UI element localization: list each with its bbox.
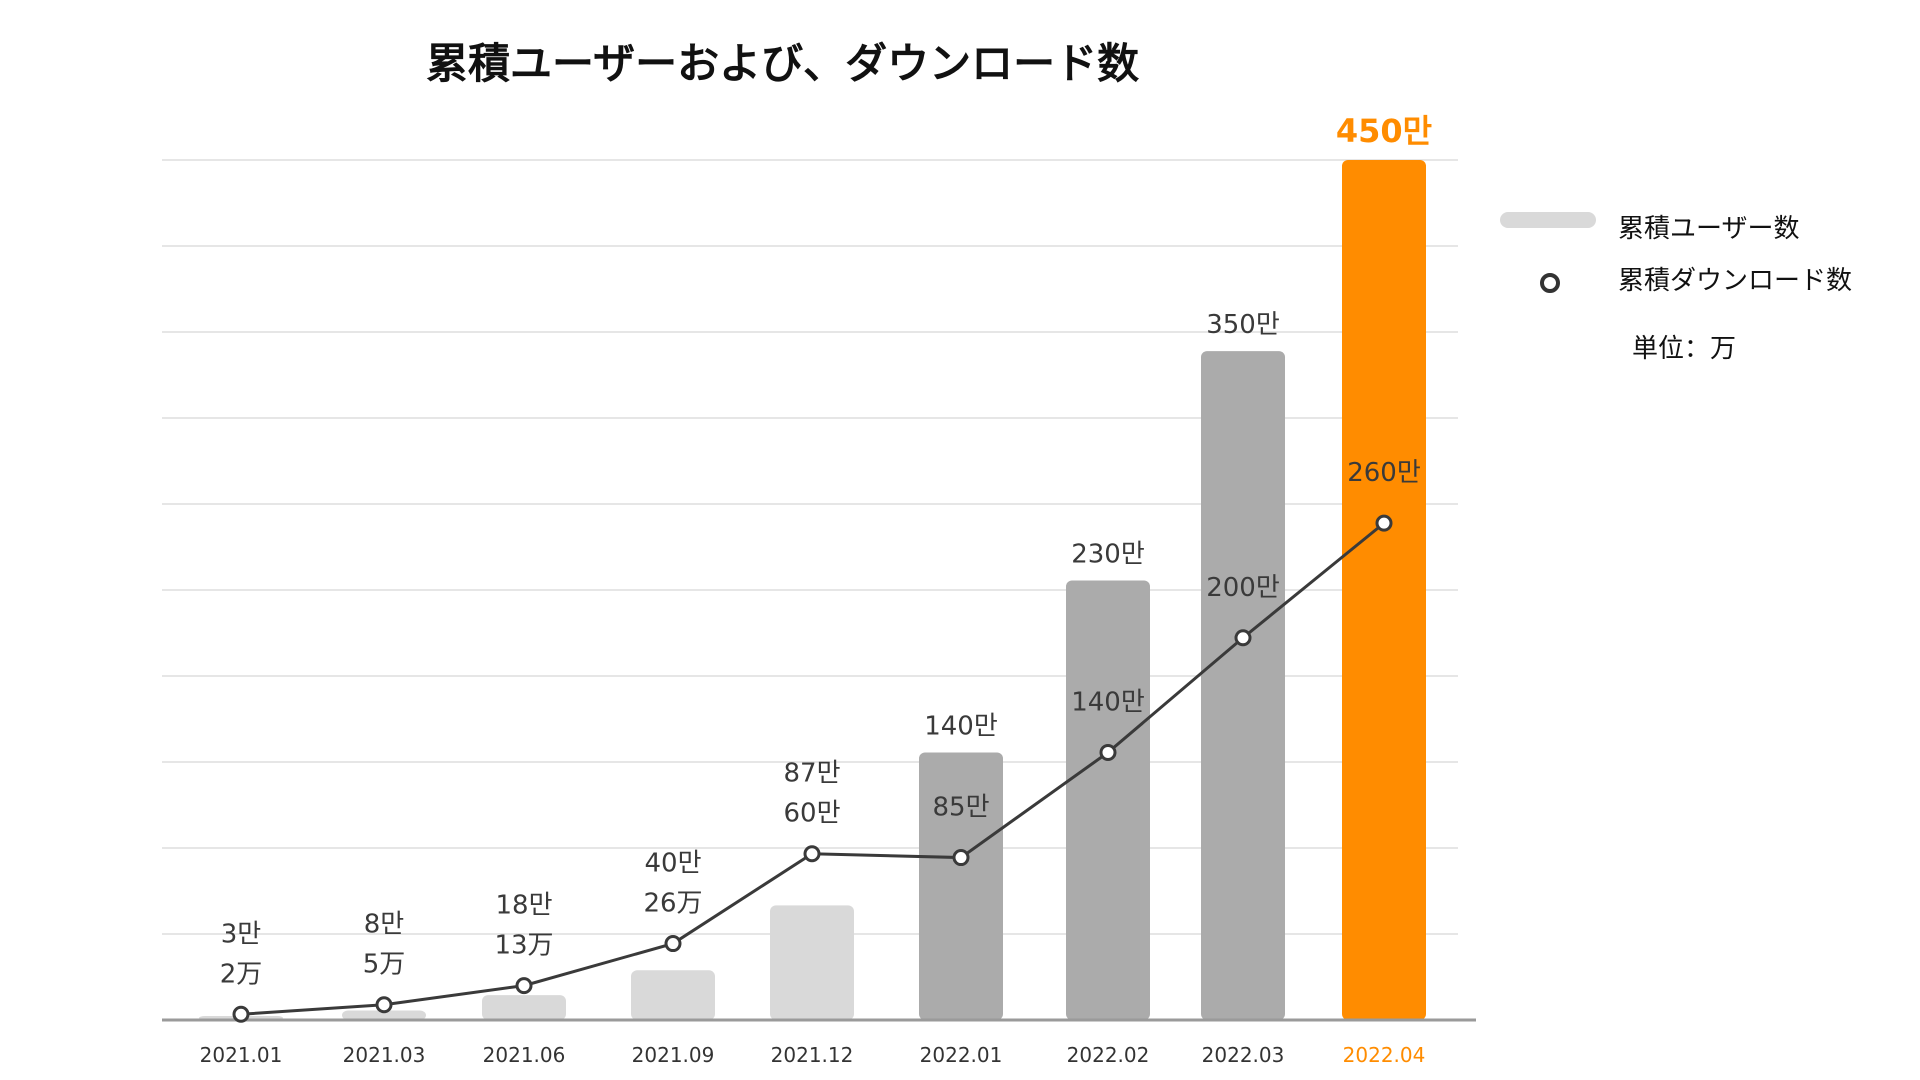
bar-2021.12 bbox=[770, 905, 854, 1020]
downloads-point-2021.09 bbox=[664, 935, 682, 953]
legend-unit-label: 単位：万 bbox=[1632, 334, 1737, 364]
downloads-point-2021.03 bbox=[375, 996, 393, 1014]
users-value-label-2021.09: 26万 bbox=[643, 889, 702, 919]
users-value-label-2022.02: 230만 bbox=[1071, 539, 1145, 569]
legend-users-label: 累積ユーザー数 bbox=[1618, 214, 1800, 244]
users-value-label-2021.12: 60만 bbox=[783, 799, 840, 829]
x-tick-label-2021.09: 2021.09 bbox=[632, 1043, 715, 1067]
users-value-label-2022.03: 350만 bbox=[1206, 310, 1280, 340]
x-tick-label-2022.01: 2022.01 bbox=[920, 1043, 1003, 1067]
bar-2022.02 bbox=[1066, 580, 1150, 1020]
users-value-label-2021.01: 2万 bbox=[220, 959, 263, 989]
bar-2022.01 bbox=[919, 752, 1003, 1020]
downloads-value-label-2022.04: 260만 bbox=[1347, 458, 1421, 488]
users-value-label-2021.06: 13万 bbox=[494, 931, 553, 961]
downloads-point-2021.12 bbox=[803, 845, 821, 863]
downloads-value-label-2021.06: 18만 bbox=[495, 891, 552, 921]
users-value-label-2022.01: 140만 bbox=[924, 711, 998, 741]
x-tick-label-2021.12: 2021.12 bbox=[771, 1043, 854, 1067]
downloads-value-label-2021.09: 40만 bbox=[644, 849, 701, 879]
x-tick-label-2021.03: 2021.03 bbox=[343, 1043, 426, 1067]
bar-2022.04 bbox=[1342, 160, 1426, 1020]
downloads-point-2022.03 bbox=[1234, 629, 1252, 647]
legend-users-swatch bbox=[1500, 212, 1596, 228]
bar-2021.09 bbox=[631, 970, 715, 1020]
downloads-point-2022.01 bbox=[952, 849, 970, 867]
bar-2021.03 bbox=[342, 1010, 426, 1020]
legend-downloads-swatch bbox=[1540, 273, 1560, 293]
downloads-value-label-2021.12: 87만 bbox=[783, 759, 840, 789]
x-tick-label-2022.04: 2022.04 bbox=[1343, 1043, 1426, 1067]
downloads-value-label-2021.03: 8만 bbox=[364, 910, 404, 940]
bar-2021.06 bbox=[482, 995, 566, 1020]
downloads-value-label-2021.01: 3만 bbox=[221, 919, 261, 949]
bar-2022.03 bbox=[1201, 351, 1285, 1021]
x-tick-label-2022.02: 2022.02 bbox=[1067, 1043, 1150, 1067]
users-value-label-2021.03: 5万 bbox=[363, 950, 406, 980]
chart-title: 累積ユーザーおよび、ダウンロード数 bbox=[426, 39, 1140, 88]
downloads-value-label-2022.02: 140만 bbox=[1071, 687, 1145, 717]
downloads-point-2022.04 bbox=[1375, 514, 1393, 532]
x-tick-label-2021.01: 2021.01 bbox=[200, 1043, 283, 1067]
downloads-value-label-2022.01: 85만 bbox=[932, 793, 989, 823]
legend: 累積ユーザー数 累積ダウンロード数 単位：万 bbox=[1500, 200, 1900, 380]
downloads-point-2022.02 bbox=[1099, 743, 1117, 761]
downloads-value-label-2022.03: 200만 bbox=[1206, 573, 1280, 603]
x-tick-label-2021.06: 2021.06 bbox=[483, 1043, 566, 1067]
downloads-point-2021.01 bbox=[232, 1005, 250, 1023]
legend-downloads-label: 累積ダウンロード数 bbox=[1618, 266, 1853, 296]
downloads-point-2021.06 bbox=[515, 977, 533, 995]
users-value-label-2022.04: 450만 bbox=[1336, 112, 1432, 150]
x-tick-label-2022.03: 2022.03 bbox=[1202, 1043, 1285, 1067]
